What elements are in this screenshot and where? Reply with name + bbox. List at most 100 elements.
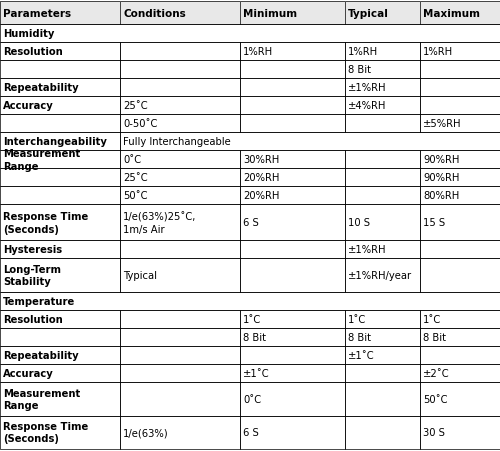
Bar <box>420 79 500 97</box>
Text: Accuracy: Accuracy <box>3 101 54 111</box>
Bar <box>120 2 240 25</box>
Text: Maximum: Maximum <box>423 9 480 18</box>
Bar <box>345 115 420 133</box>
Bar <box>240 97 345 115</box>
Bar <box>120 169 240 187</box>
Bar <box>0 382 120 416</box>
Bar <box>0 97 120 115</box>
Text: Minimum: Minimum <box>243 9 297 18</box>
Bar <box>0 364 120 382</box>
Text: 90%RH: 90%RH <box>423 173 460 183</box>
Text: Measurement
Range: Measurement Range <box>3 388 80 410</box>
Text: 8 Bit: 8 Bit <box>423 332 446 342</box>
Bar <box>0 151 120 169</box>
Bar <box>240 43 345 61</box>
Text: Repeatability: Repeatability <box>3 83 78 93</box>
Bar <box>420 2 500 25</box>
Bar <box>420 43 500 61</box>
Text: Accuracy: Accuracy <box>3 368 54 378</box>
Text: Long-Term
Stability: Long-Term Stability <box>3 264 61 287</box>
Bar <box>0 416 120 449</box>
Text: ±2˚C: ±2˚C <box>423 368 450 378</box>
Text: 1/e(63%): 1/e(63%) <box>123 427 168 437</box>
Text: 0˚C: 0˚C <box>243 394 261 404</box>
Bar <box>240 2 345 25</box>
Text: 50˚C: 50˚C <box>123 191 148 201</box>
Bar <box>0 133 120 151</box>
Text: Hysteresis: Hysteresis <box>3 245 62 255</box>
Bar <box>120 205 240 241</box>
Bar <box>420 151 500 169</box>
Text: 25˚C: 25˚C <box>123 101 148 111</box>
Bar <box>420 187 500 205</box>
Bar <box>240 364 345 382</box>
Bar <box>420 169 500 187</box>
Bar <box>240 310 345 328</box>
Bar <box>120 328 240 346</box>
Bar <box>240 328 345 346</box>
Bar <box>0 310 120 328</box>
Bar <box>345 2 420 25</box>
Bar <box>420 382 500 416</box>
Bar <box>240 259 345 292</box>
Bar <box>420 97 500 115</box>
Text: 8 Bit: 8 Bit <box>243 332 266 342</box>
Text: 8 Bit: 8 Bit <box>348 65 371 75</box>
Text: 20%RH: 20%RH <box>243 191 280 201</box>
Bar <box>0 241 120 259</box>
Bar <box>345 151 420 169</box>
Text: Conditions: Conditions <box>123 9 186 18</box>
Text: ±4%RH: ±4%RH <box>348 101 387 111</box>
Bar <box>120 61 240 79</box>
Text: ±1˚C: ±1˚C <box>243 368 270 378</box>
Bar <box>345 43 420 61</box>
Text: 1˚C: 1˚C <box>348 314 366 324</box>
Bar <box>120 241 240 259</box>
Text: ±1%RH: ±1%RH <box>348 245 387 255</box>
Bar <box>420 2 500 25</box>
Text: Measurement
Range: Measurement Range <box>3 149 80 171</box>
Text: 1˚C: 1˚C <box>423 314 442 324</box>
Text: 6 S: 6 S <box>243 427 259 437</box>
Bar <box>240 2 345 25</box>
Bar <box>345 346 420 364</box>
Bar <box>420 205 500 241</box>
Text: Typical: Typical <box>123 271 157 281</box>
Text: ±1%RH: ±1%RH <box>348 83 387 93</box>
Bar <box>420 241 500 259</box>
Bar <box>120 416 240 449</box>
Text: Humidity: Humidity <box>3 29 54 39</box>
Bar <box>120 115 240 133</box>
Text: 8 Bit: 8 Bit <box>348 332 371 342</box>
Bar <box>345 79 420 97</box>
Bar <box>345 364 420 382</box>
Bar <box>345 205 420 241</box>
Text: Interchangeability: Interchangeability <box>3 137 107 147</box>
Text: 1%RH: 1%RH <box>243 47 273 57</box>
Bar <box>420 346 500 364</box>
Bar <box>420 416 500 449</box>
Text: Fully Interchangeable: Fully Interchangeable <box>123 137 231 147</box>
Text: 1˚C: 1˚C <box>243 314 261 324</box>
Bar <box>0 61 120 79</box>
Bar <box>0 2 120 25</box>
Bar <box>240 382 345 416</box>
Bar <box>420 115 500 133</box>
Bar <box>0 79 120 97</box>
Text: 0˚C: 0˚C <box>123 155 141 165</box>
Text: Temperature: Temperature <box>3 296 75 306</box>
Text: 0-50˚C: 0-50˚C <box>123 119 158 129</box>
Bar <box>345 2 420 25</box>
Bar <box>0 292 500 310</box>
Bar <box>120 364 240 382</box>
Bar <box>240 205 345 241</box>
Bar <box>240 346 345 364</box>
Text: Resolution: Resolution <box>3 314 63 324</box>
Bar <box>0 115 120 133</box>
Bar <box>0 2 120 25</box>
Text: 10 S: 10 S <box>348 218 370 228</box>
Text: Parameters: Parameters <box>3 9 71 18</box>
Bar <box>0 328 120 346</box>
Bar <box>120 43 240 61</box>
Bar <box>240 151 345 169</box>
